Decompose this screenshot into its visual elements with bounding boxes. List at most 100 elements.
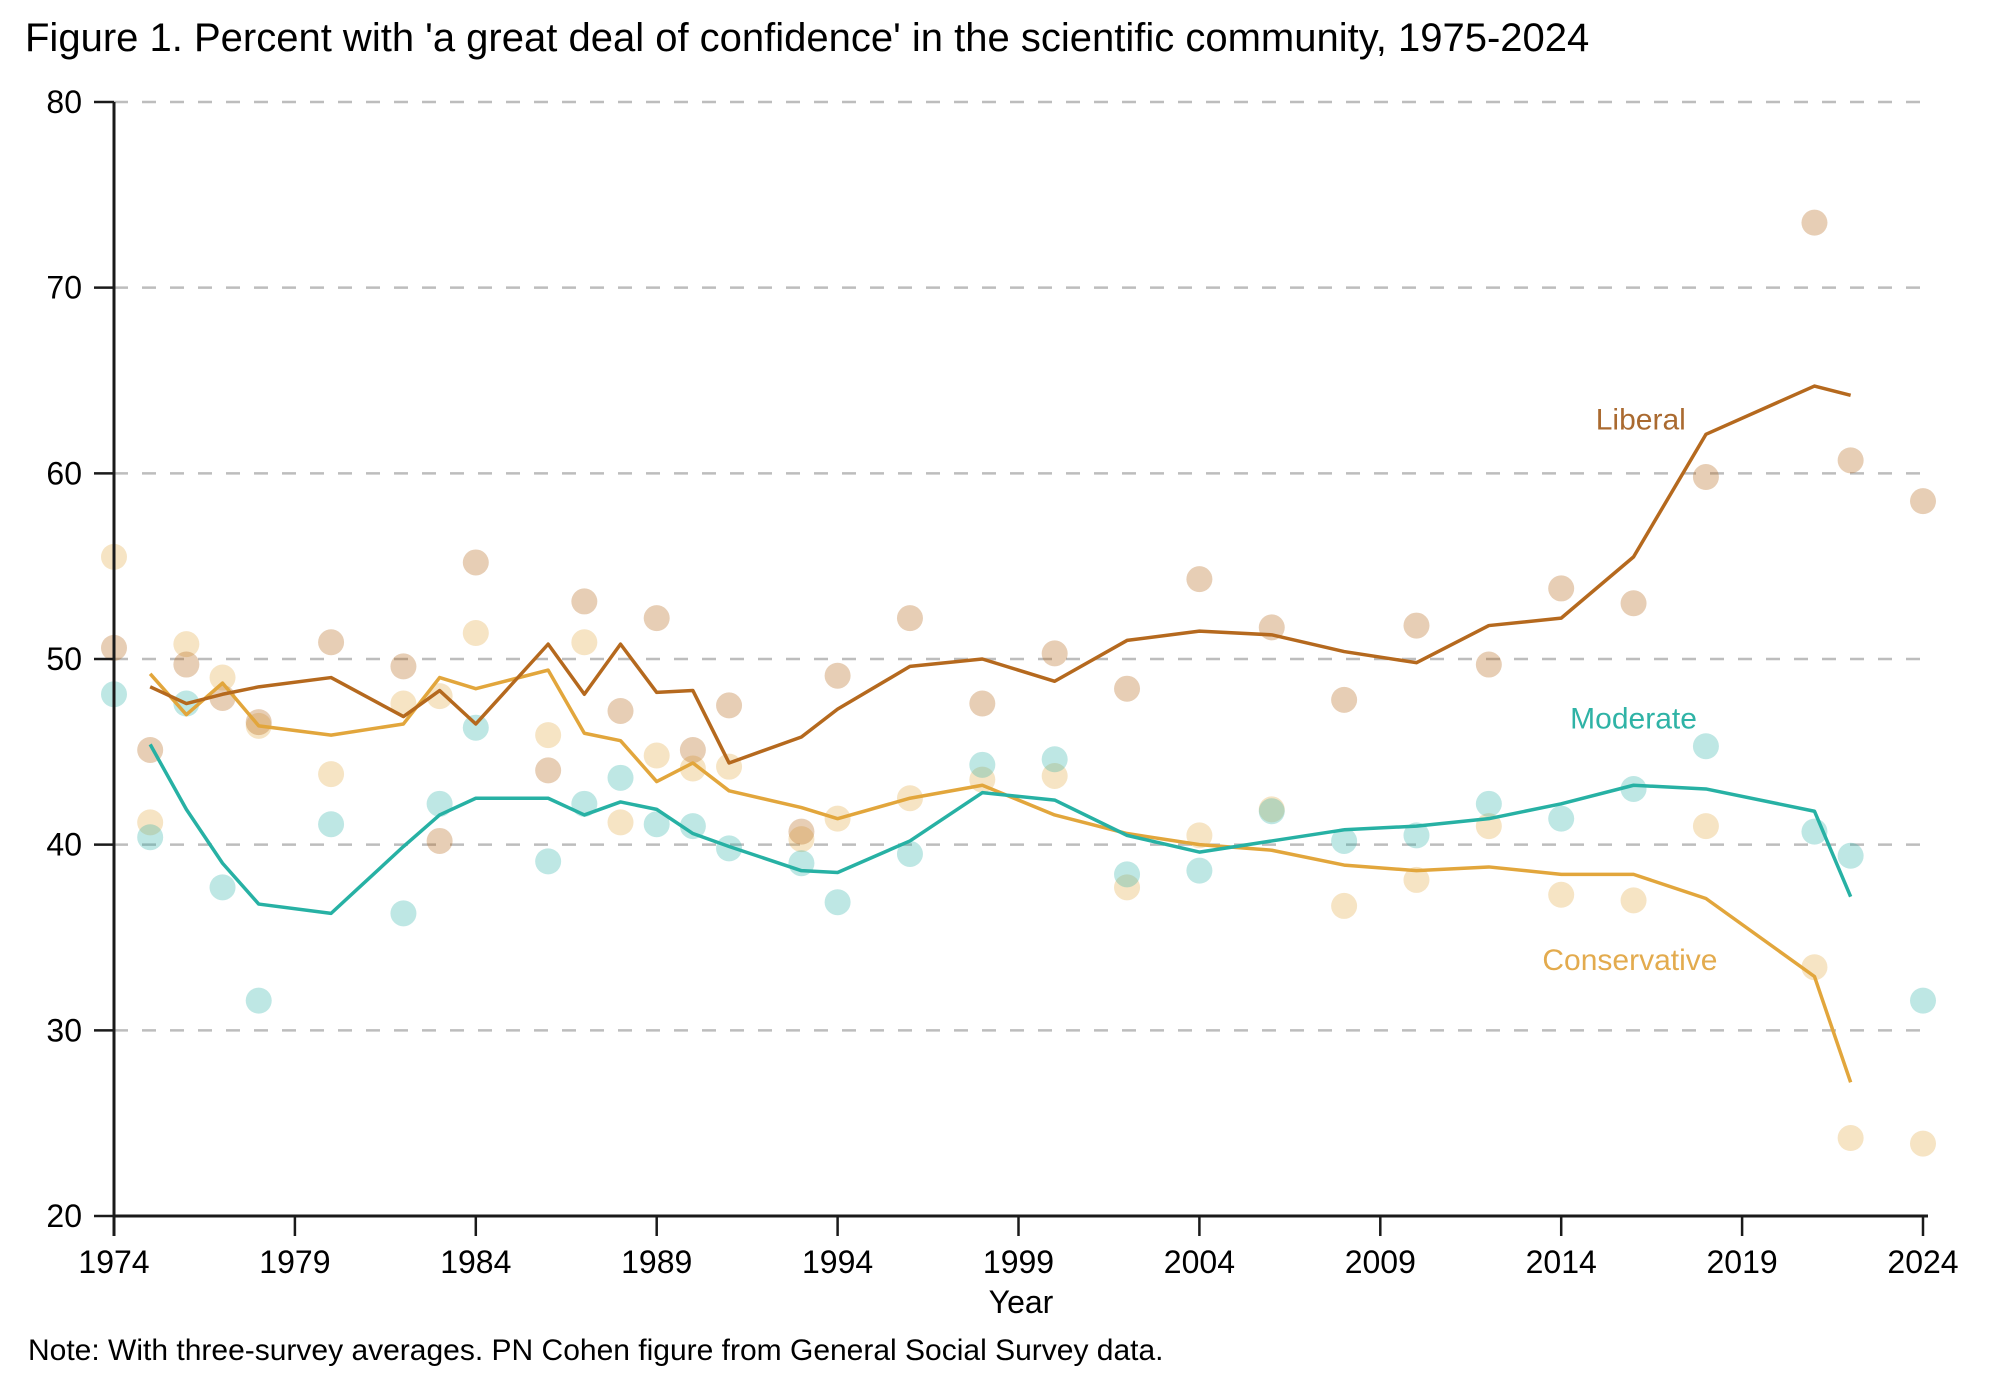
dot-liberal bbox=[1548, 575, 1575, 602]
x-tick-label: 1984 bbox=[440, 1244, 511, 1280]
dot-liberal bbox=[824, 662, 851, 689]
dot-liberal bbox=[1475, 651, 1502, 678]
x-tick-label: 2004 bbox=[1164, 1244, 1235, 1280]
dot-conservative bbox=[1837, 1125, 1864, 1152]
dot-liberal bbox=[896, 605, 923, 632]
dot-moderate bbox=[643, 811, 670, 838]
dot-moderate bbox=[535, 848, 562, 875]
dot-conservative bbox=[788, 826, 815, 853]
dot-moderate bbox=[824, 889, 851, 916]
dot-moderate bbox=[1258, 798, 1285, 825]
dot-conservative bbox=[1620, 887, 1647, 914]
dot-liberal bbox=[1114, 675, 1141, 702]
dot-conservative bbox=[535, 722, 562, 749]
dot-moderate bbox=[1620, 775, 1647, 802]
y-tick-label: 40 bbox=[46, 827, 82, 863]
dot-liberal bbox=[173, 651, 200, 678]
dot-conservative bbox=[173, 631, 200, 658]
dot-conservative bbox=[1403, 866, 1430, 893]
x-tick-label: 2009 bbox=[1345, 1244, 1416, 1280]
dot-conservative bbox=[1186, 822, 1213, 849]
dot-liberal bbox=[679, 736, 706, 763]
series-label-conservative: Conservative bbox=[1542, 944, 1717, 977]
dot-conservative bbox=[607, 809, 634, 836]
line-moderate bbox=[148, 743, 1853, 916]
dot-liberal bbox=[462, 549, 489, 576]
dot-liberal bbox=[535, 757, 562, 784]
line-conservative bbox=[148, 668, 1853, 1083]
dot-conservative bbox=[679, 755, 706, 782]
dot-liberal bbox=[788, 818, 815, 845]
dot-moderate bbox=[1692, 733, 1719, 760]
dot-conservative bbox=[1692, 813, 1719, 840]
dot-moderate bbox=[1041, 746, 1068, 773]
dot-moderate bbox=[1548, 805, 1575, 832]
figure-note: Note: With three-survey averages. PN Coh… bbox=[28, 1334, 1164, 1367]
dot-liberal bbox=[571, 588, 598, 615]
dot-liberal bbox=[643, 605, 670, 632]
x-tick-label: 1979 bbox=[259, 1244, 330, 1280]
dot-moderate bbox=[1186, 857, 1213, 884]
dot-conservative bbox=[1041, 762, 1068, 789]
dot-moderate bbox=[1331, 827, 1358, 854]
dot-liberal bbox=[1331, 686, 1358, 713]
dot-liberal bbox=[1186, 566, 1213, 593]
y-tick-label: 80 bbox=[46, 84, 82, 120]
dot-moderate bbox=[1910, 987, 1936, 1014]
y-tick-label: 20 bbox=[46, 1198, 82, 1234]
dot-liberal bbox=[607, 697, 634, 724]
dot-moderate bbox=[1403, 822, 1430, 849]
x-tick-label: 1999 bbox=[983, 1244, 1054, 1280]
dot-moderate bbox=[426, 790, 453, 817]
dot-conservative bbox=[1114, 874, 1141, 901]
x-tick-label: 2019 bbox=[1707, 1244, 1778, 1280]
dot-liberal bbox=[969, 690, 996, 717]
dot-conservative bbox=[1331, 892, 1358, 919]
dot-moderate bbox=[245, 987, 272, 1014]
dot-liberal bbox=[1041, 640, 1068, 667]
dot-moderate bbox=[318, 811, 345, 838]
x-tick-label: 1994 bbox=[802, 1244, 873, 1280]
dot-conservative bbox=[571, 629, 598, 656]
dot-moderate bbox=[679, 813, 706, 840]
x-tick-label: 2014 bbox=[1526, 1244, 1597, 1280]
dot-moderate bbox=[137, 824, 164, 851]
x-tick-label: 1989 bbox=[621, 1244, 692, 1280]
series-label-liberal: Liberal bbox=[1596, 403, 1686, 436]
dot-liberal bbox=[426, 827, 453, 854]
dot-conservative bbox=[1548, 881, 1575, 908]
dot-moderate bbox=[1114, 861, 1141, 888]
y-tick-label: 30 bbox=[46, 1012, 82, 1048]
y-tick-label: 70 bbox=[46, 270, 82, 306]
dot-conservative bbox=[426, 683, 453, 710]
dot-moderate bbox=[390, 900, 417, 927]
y-tick-label: 50 bbox=[46, 641, 82, 677]
dot-liberal bbox=[1692, 464, 1719, 491]
dot-liberal bbox=[318, 629, 345, 656]
dot-moderate bbox=[462, 714, 489, 741]
dot-conservative bbox=[137, 809, 164, 836]
dot-moderate bbox=[969, 751, 996, 778]
x-tick-label: 1974 bbox=[78, 1244, 149, 1280]
x-axis-title: Year bbox=[988, 1284, 1054, 1320]
dot-liberal bbox=[1910, 488, 1936, 515]
dot-conservative bbox=[1910, 1130, 1936, 1157]
dot-conservative bbox=[462, 619, 489, 646]
dot-liberal bbox=[1837, 447, 1864, 474]
figure-title: Figure 1. Percent with 'a great deal of … bbox=[25, 16, 1590, 60]
line-liberal bbox=[149, 384, 1852, 765]
dot-conservative bbox=[716, 753, 743, 780]
y-tick-label: 60 bbox=[46, 455, 82, 491]
dot-liberal bbox=[1801, 209, 1828, 236]
dot-conservative bbox=[643, 742, 670, 769]
dot-moderate bbox=[1475, 790, 1502, 817]
dot-moderate bbox=[896, 840, 923, 867]
dot-moderate bbox=[607, 764, 634, 791]
dot-liberal bbox=[1620, 590, 1647, 617]
dot-moderate bbox=[209, 874, 236, 901]
x-tick-label: 2024 bbox=[1887, 1244, 1958, 1280]
dot-moderate bbox=[1837, 842, 1864, 869]
dot-liberal bbox=[1403, 612, 1430, 639]
dot-conservative bbox=[1258, 796, 1285, 823]
